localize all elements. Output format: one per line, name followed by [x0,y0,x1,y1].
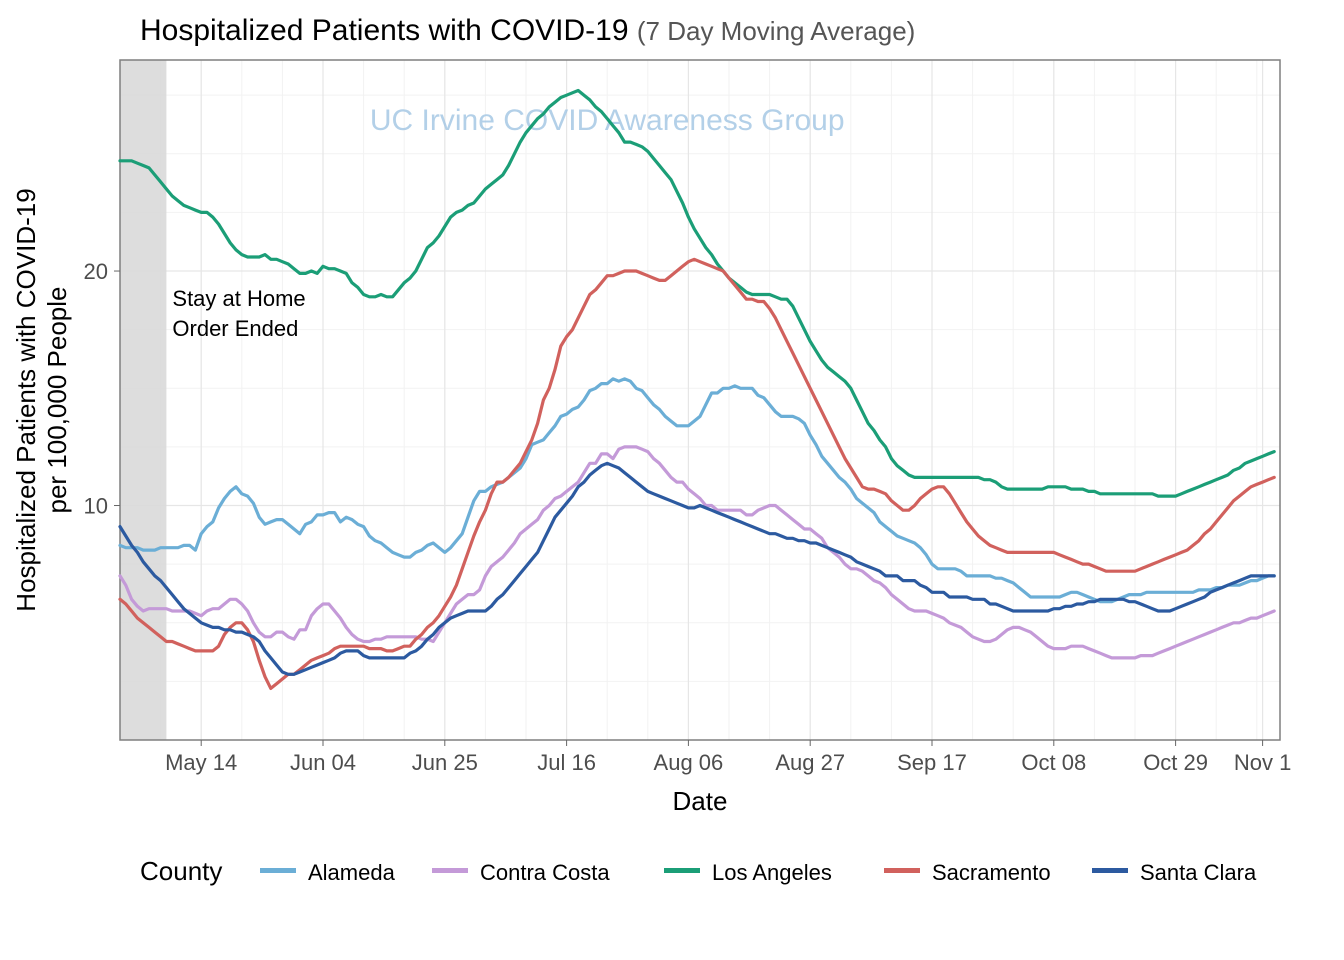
legend-swatch [260,868,296,873]
x-tick-label: Oct 29 [1143,750,1208,775]
x-tick-label: Sep 17 [897,750,967,775]
x-tick-label: Jun 25 [412,750,478,775]
x-tick-label: Jun 04 [290,750,356,775]
legend-title: County [140,856,222,886]
chart-container: UC Irvine COVID Awareness GroupStay at H… [0,0,1344,960]
x-tick-label: Jul 16 [537,750,596,775]
legend-swatch [1092,868,1128,873]
legend-swatch [432,868,468,873]
x-tick-label: May 14 [165,750,237,775]
y-tick-label: 20 [84,259,108,284]
legend-label: Santa Clara [1140,860,1257,885]
x-tick-label: Oct 08 [1021,750,1086,775]
stay-at-home-label: Stay at Home [172,286,305,311]
stay-at-home-label: Order Ended [172,316,298,341]
x-tick-label: Aug 06 [654,750,724,775]
line-chart: UC Irvine COVID Awareness GroupStay at H… [0,0,1344,960]
legend-label: Alameda [308,860,396,885]
legend-label: Sacramento [932,860,1051,885]
legend-label: Los Angeles [712,860,832,885]
legend-swatch [664,868,700,873]
x-tick-label: Nov 1 [1234,750,1291,775]
x-axis-title: Date [673,786,728,816]
legend-swatch [884,868,920,873]
chart-title: Hospitalized Patients with COVID-19 (7 D… [140,14,915,47]
legend-label: Contra Costa [480,860,610,885]
x-tick-label: Aug 27 [775,750,845,775]
y-tick-label: 10 [84,494,108,519]
